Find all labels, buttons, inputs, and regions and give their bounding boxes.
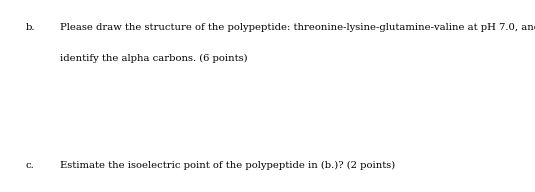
Text: c.: c.: [26, 161, 34, 170]
Text: Estimate the isoelectric point of the polypeptide in (b.)? (2 points): Estimate the isoelectric point of the po…: [60, 161, 395, 170]
Text: Please draw the structure of the polypeptide: threonine-lysine-glutamine-valine : Please draw the structure of the polypep…: [60, 23, 535, 32]
Text: b.: b.: [26, 23, 35, 32]
Text: identify the alpha carbons. (6 points): identify the alpha carbons. (6 points): [60, 54, 248, 63]
